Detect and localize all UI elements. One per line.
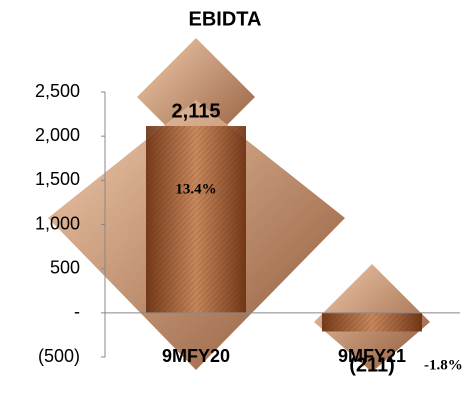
y-tick-label: - bbox=[74, 302, 80, 322]
y-tick-label: 2,500 bbox=[35, 81, 80, 101]
y-tick-label: 500 bbox=[50, 257, 80, 277]
x-tick-label: 9MFY20 bbox=[162, 346, 230, 366]
y-tick-label: 2,000 bbox=[35, 125, 80, 145]
plot: (500) - 500 1,000 1,500 2,000 2,500 9MFY20 2,115… bbox=[35, 81, 463, 377]
x-tick-label: 9MFY21 bbox=[338, 346, 406, 366]
annotation: -1.8% bbox=[424, 357, 463, 373]
y-tick-label: 1,000 bbox=[35, 213, 80, 233]
bar-hatch bbox=[322, 312, 422, 332]
chart-title: EBIDTA bbox=[189, 8, 262, 30]
bar-hatch bbox=[146, 126, 246, 313]
data-label: 2,115 bbox=[172, 100, 221, 122]
y-tick-label: 1,500 bbox=[35, 169, 80, 189]
annotation: 13.4% bbox=[175, 181, 216, 197]
y-tick-label: (500) bbox=[38, 346, 80, 366]
data-label: (211) bbox=[349, 354, 395, 376]
